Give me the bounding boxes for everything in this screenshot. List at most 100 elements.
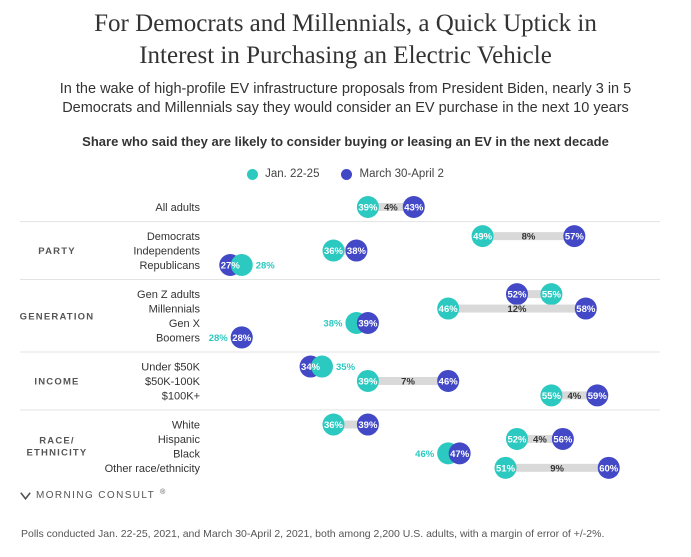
difference-label: 4%: [533, 434, 547, 445]
category-label: Republicans: [139, 260, 200, 272]
jan-point: [540, 384, 563, 407]
jan-value-label: 39%: [358, 376, 378, 387]
march-value-label: 28%: [232, 333, 252, 344]
difference-label: 4%: [384, 203, 398, 214]
connector-bar: [551, 391, 598, 400]
difference-label: 8%: [522, 232, 536, 243]
jan-value-label: 39%: [358, 203, 378, 214]
march-value-label: 56%: [553, 434, 573, 445]
march-value-label: 59%: [588, 391, 608, 402]
march-point: [586, 384, 609, 407]
chart-subtitle-line-1: In the wake of high-profile EV infrastru…: [59, 81, 632, 97]
jan-point: [437, 297, 460, 320]
march-point: [448, 442, 471, 465]
march-point: [505, 283, 528, 306]
category-label: Under $50K: [141, 362, 200, 374]
march-point: [356, 413, 379, 436]
category-label: Boomers: [156, 332, 201, 344]
connector-bar: [367, 376, 449, 385]
legend-swatch-jan: [247, 168, 259, 180]
legend-item-jan: Jan. 22-25: [247, 168, 319, 180]
connector-bar: [516, 290, 552, 299]
march-point: [356, 311, 379, 334]
march-value-label: 52%: [507, 290, 527, 301]
march-value-label: 27%: [221, 260, 241, 271]
chart-subtitle: In the wake of high-profile EV infrastru…: [0, 80, 691, 118]
jan-point: [356, 196, 379, 218]
category-label: Black: [173, 448, 200, 460]
jan-point: [471, 225, 494, 248]
brand: MORNING CONSULT ®: [20, 489, 165, 501]
march-value-label: 39%: [358, 420, 378, 431]
morning-consult-logo-icon: [20, 491, 31, 500]
chart-heading: Share who said they are likely to consid…: [82, 134, 609, 149]
jan-value-label: 52%: [507, 434, 527, 445]
jan-value-label: 46%: [439, 304, 459, 315]
connector-bar: [333, 420, 368, 429]
march-point: [402, 196, 425, 218]
jan-value-label: 51%: [496, 463, 516, 474]
category-label: All adults: [155, 202, 200, 214]
march-point: [597, 456, 620, 479]
jan-point: [311, 355, 334, 378]
connector-bar: [333, 246, 357, 255]
jan-value-label: 28%: [209, 333, 229, 344]
legend-item-march: March 30-April 2: [341, 168, 444, 180]
connector-bar: [516, 434, 563, 443]
connector-bar: [505, 463, 609, 472]
march-point: [563, 225, 586, 248]
jan-point: [322, 413, 345, 436]
jan-value-label: 36%: [324, 420, 344, 431]
jan-value-label: 55%: [542, 391, 562, 402]
jan-point: [356, 369, 379, 392]
jan-point: [540, 283, 563, 306]
group-label: GENERATION: [20, 311, 95, 322]
connector-bar: [367, 203, 414, 211]
march-value-label: 34%: [301, 362, 321, 373]
jan-point: [230, 253, 253, 276]
jan-point: [322, 239, 345, 262]
march-value-label: 60%: [599, 463, 619, 474]
chart-subtitle-line-2: Democrats and Millennials say they would…: [62, 100, 629, 116]
jan-value-label: 55%: [542, 290, 562, 301]
category-label: Gen Z adults: [137, 289, 200, 301]
category-label: Democrats: [147, 231, 201, 243]
group-label: ETHNICITY: [27, 448, 88, 459]
difference-label: 12%: [507, 304, 527, 315]
jan-point: [505, 427, 528, 450]
march-point: [230, 326, 253, 349]
march-point: [551, 427, 574, 450]
march-point: [345, 239, 368, 262]
jan-value-label: 46%: [415, 449, 435, 460]
march-value-label: 39%: [358, 318, 378, 329]
march-value-label: 57%: [565, 232, 585, 243]
legend-swatch-march: [341, 168, 353, 180]
connector-bar: [448, 304, 586, 313]
legend-label-march: March 30-April 2: [359, 168, 444, 180]
category-label: Hispanic: [158, 434, 201, 446]
category-label: Millennials: [149, 304, 201, 316]
march-point: [574, 297, 597, 320]
march-value-label: 38%: [347, 246, 367, 257]
category-label: $50K-100K: [145, 376, 201, 388]
group-label: PARTY: [38, 246, 76, 257]
brand-name: MORNING CONSULT: [36, 490, 156, 501]
jan-value-label: 28%: [256, 260, 276, 271]
difference-label: 9%: [550, 463, 564, 474]
chart-title-line-1: For Democrats and Millennials, a Quick U…: [94, 10, 597, 37]
category-label: Other race/ethnicity: [105, 463, 201, 475]
difference-label: 4%: [567, 391, 581, 402]
jan-value-label: 35%: [336, 362, 356, 373]
legend-label-jan: Jan. 22-25: [265, 168, 320, 180]
march-value-label: 47%: [450, 449, 470, 460]
group-label: INCOME: [34, 376, 79, 387]
legend: Jan. 22-25 March 30-April 2: [0, 168, 691, 180]
category-label: Gen X: [169, 318, 201, 330]
march-value-label: 58%: [576, 304, 596, 315]
chart-title-line-2: Interest in Purchasing an Electric Vehic…: [139, 42, 552, 69]
jan-value-label: 36%: [324, 246, 344, 257]
connector-bar: [482, 232, 575, 241]
march-value-label: 43%: [404, 203, 424, 214]
footnote: Polls conducted Jan. 22-25, 2021, and Ma…: [21, 528, 605, 540]
